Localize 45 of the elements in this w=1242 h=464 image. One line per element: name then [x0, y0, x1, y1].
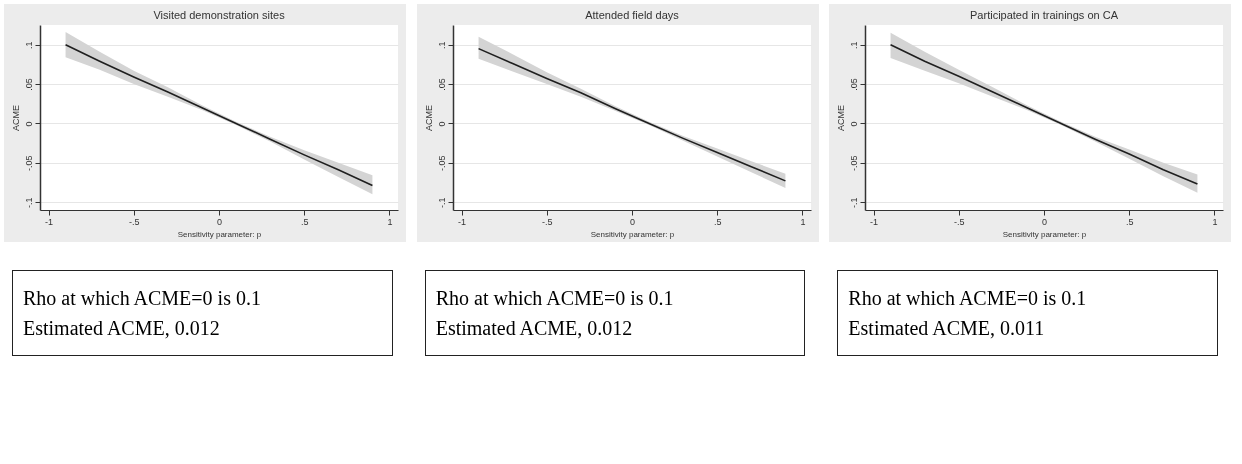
y-tick-label: .1 [848, 41, 859, 49]
x-tick-label: -.5 [129, 216, 140, 227]
x-tick-label: 0 [1042, 216, 1048, 227]
y-tick-label: 0 [436, 121, 447, 127]
x-tick-label: 1 [800, 216, 806, 227]
y-tick-label: .05 [23, 78, 34, 91]
text: Rho at which ACME=0 is 0.1 [848, 286, 1088, 311]
y-axis-title: ACME [10, 104, 21, 132]
y-tick-label: -.05 [436, 155, 447, 172]
y-tick-label: -.05 [848, 155, 859, 172]
x-axis-title: Sensitivity parameter: p [590, 229, 675, 239]
x-tick-label: .5 [1126, 216, 1134, 227]
text: Rho at which ACME=0 is 0.1 [23, 286, 262, 311]
text: Estimated ACME, 0.012 [23, 316, 221, 341]
x-tick-label: .5 [300, 216, 309, 227]
x-axis-title: Sensitivity parameter: p [1003, 229, 1088, 239]
y-tick-label: -.1 [436, 197, 447, 208]
text: Estimated ACME, 0.012 [435, 316, 634, 341]
y-tick-label: 0 [23, 121, 34, 127]
x-tick-label: 1 [387, 216, 393, 227]
y-tick-label: 0 [848, 121, 859, 127]
x-tick-label: 0 [216, 216, 223, 227]
chart-title: Attended field days [584, 9, 679, 21]
y-tick-label: .1 [23, 41, 34, 49]
x-tick-label: -.5 [541, 216, 553, 227]
x-tick-label: -1 [870, 216, 879, 227]
x-tick-label: 0 [629, 216, 635, 227]
x-axis-title: Sensitivity parameter: p [177, 229, 262, 239]
y-tick-label: -.05 [23, 155, 34, 172]
x-tick-label: -.5 [954, 216, 965, 227]
y-tick-label: .05 [848, 78, 859, 91]
y-axis-title: ACME [423, 104, 434, 132]
y-tick-label: -.1 [23, 197, 34, 208]
x-tick-label: -1 [457, 216, 466, 227]
y-tick-label: .05 [436, 78, 447, 91]
x-tick-label: -1 [45, 216, 54, 227]
x-tick-label: .5 [713, 216, 722, 227]
text: Estimated ACME, 0.011 [848, 316, 1046, 341]
text: Rho at which ACME=0 is 0.1 [435, 286, 675, 311]
chart-title: Visited demonstration sites [153, 9, 286, 21]
chart-title: Participated in trainings on CA [970, 9, 1119, 21]
y-tick-label: .1 [436, 41, 447, 49]
y-tick-label: -.1 [848, 197, 859, 208]
x-tick-label: 1 [1212, 216, 1218, 227]
y-axis-title: ACME [835, 104, 846, 132]
